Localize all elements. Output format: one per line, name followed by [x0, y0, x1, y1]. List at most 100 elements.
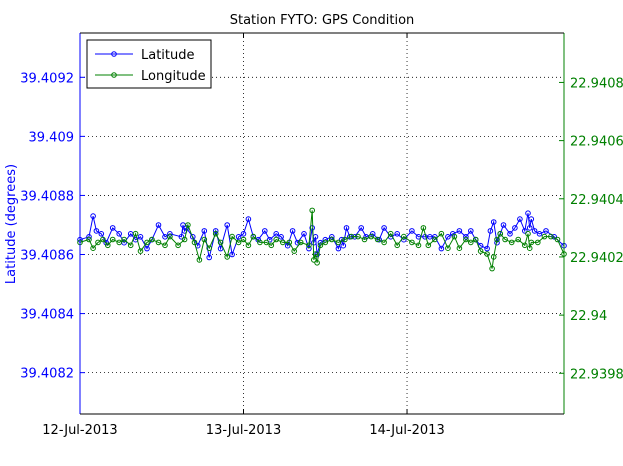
data-point — [212, 230, 219, 237]
data-point — [522, 228, 528, 234]
data-point — [535, 239, 541, 246]
data-point — [297, 239, 304, 246]
data-point — [109, 225, 116, 231]
data-point — [526, 225, 533, 231]
data-point — [149, 236, 155, 243]
y-tick-label: 39.4084 — [20, 308, 74, 323]
data-point — [240, 231, 247, 237]
data-point — [497, 230, 504, 237]
legend-label: Longitude — [141, 69, 206, 84]
data-point — [273, 236, 280, 243]
data-point — [314, 260, 320, 266]
data-point — [394, 242, 401, 249]
data-point — [132, 230, 139, 237]
data-point — [420, 225, 427, 231]
data-point — [181, 236, 188, 243]
data-point — [235, 234, 242, 240]
data-point — [456, 245, 463, 251]
data-point — [507, 231, 513, 237]
data-point — [185, 222, 191, 228]
data-point — [401, 233, 407, 240]
data-point — [280, 239, 286, 246]
data-point — [528, 239, 535, 246]
data-point — [541, 233, 548, 240]
data-point — [484, 251, 490, 257]
legend-label: Latitude — [141, 48, 195, 63]
data-point — [543, 228, 549, 234]
data-point — [206, 254, 212, 261]
x-tick-label: 12-Jul-2013 — [42, 423, 117, 438]
data-point — [262, 228, 268, 234]
data-point — [508, 239, 515, 246]
data-point — [335, 245, 342, 252]
data-point — [329, 236, 335, 243]
data-point — [500, 222, 507, 228]
data-point — [162, 242, 168, 249]
data-point — [368, 233, 374, 240]
data-point — [245, 242, 252, 249]
data-point — [369, 231, 376, 237]
data-point — [515, 236, 522, 243]
data-point — [93, 228, 100, 234]
data-point — [489, 265, 495, 272]
y2-tick-label: 22.9404 — [570, 193, 623, 208]
y2-tick-label: 22.9406 — [570, 135, 623, 150]
data-point — [86, 236, 92, 243]
data-point — [387, 230, 394, 237]
data-point — [438, 245, 445, 252]
legend-box — [86, 39, 212, 89]
data-point — [250, 233, 257, 240]
data-point — [522, 242, 528, 249]
data-point — [109, 236, 116, 243]
data-point — [490, 219, 497, 225]
data-point — [90, 245, 96, 251]
data-point — [229, 251, 235, 258]
data-point — [348, 233, 355, 240]
data-point — [178, 234, 185, 240]
data-point — [240, 236, 247, 243]
data-point — [358, 225, 365, 231]
data-point — [100, 236, 106, 243]
data-point — [409, 239, 415, 246]
data-point — [531, 228, 538, 234]
data-point — [548, 233, 554, 240]
data-point — [105, 242, 111, 249]
y-tick-label: 39.4088 — [20, 189, 74, 204]
data-point — [502, 236, 508, 243]
data-point — [155, 239, 162, 246]
data-point — [137, 234, 144, 240]
data-point — [445, 245, 451, 251]
y2-tick-label: 22.9408 — [570, 76, 623, 91]
data-point — [525, 230, 531, 237]
data-point — [306, 242, 312, 249]
data-point — [263, 239, 270, 246]
data-point — [512, 225, 518, 231]
data-point — [425, 242, 432, 249]
data-point — [137, 248, 144, 254]
legend-item: Latitude — [95, 48, 195, 63]
data-point — [343, 225, 350, 231]
data-point — [487, 228, 494, 234]
data-point — [95, 239, 101, 246]
data-point — [309, 207, 316, 214]
data-point — [306, 245, 312, 252]
data-point — [175, 242, 181, 249]
y-tick-label: 39.4086 — [20, 249, 74, 264]
y-axis-label: Latitude (degrees) — [4, 164, 19, 284]
data-point — [266, 236, 273, 243]
y-tick-label: 39.4082 — [20, 367, 74, 382]
data-point — [217, 239, 224, 246]
data-point — [528, 216, 535, 222]
data-point — [116, 231, 122, 237]
data-point — [554, 236, 561, 243]
data-point — [456, 228, 463, 234]
chart-title: Station FYTO: GPS Condition — [230, 13, 415, 28]
data-point — [301, 231, 307, 237]
data-point — [451, 233, 458, 240]
data-point — [335, 239, 342, 246]
x-tick-label: 13-Jul-2013 — [206, 423, 281, 438]
data-point — [278, 234, 284, 240]
data-point — [121, 236, 127, 243]
y2-tick-label: 22.94 — [570, 309, 607, 324]
